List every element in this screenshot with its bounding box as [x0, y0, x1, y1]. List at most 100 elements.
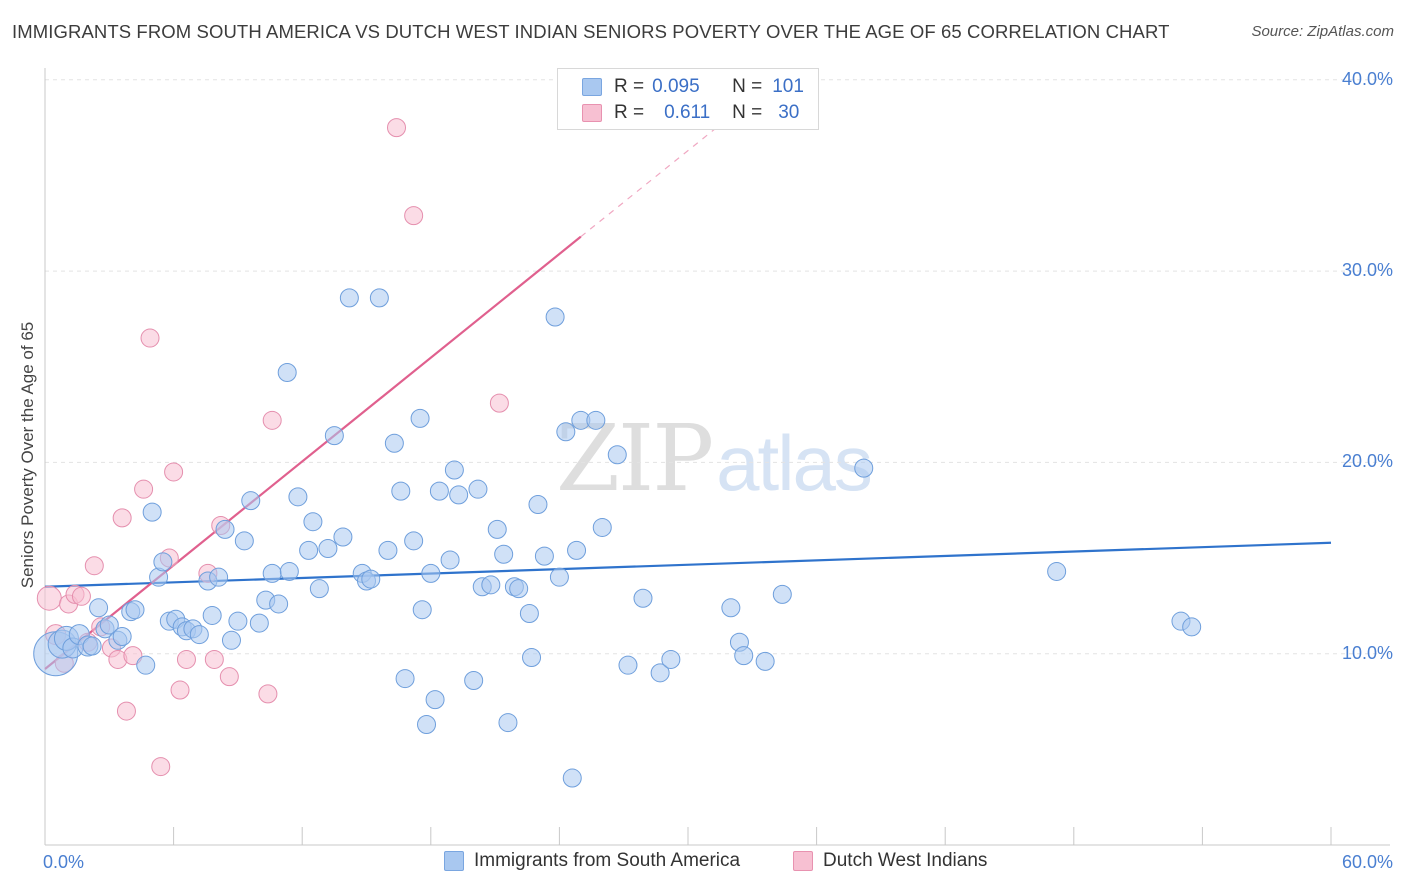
- trend-line-dutch-west-indian: [44, 235, 582, 670]
- stats-swatch-blue: [582, 78, 602, 96]
- stats-swatch-pink: [582, 104, 602, 122]
- data-point-south-america: [333, 527, 353, 547]
- data-point-south-america: [384, 433, 404, 453]
- data-point-south-america: [241, 491, 261, 511]
- data-point-south-america: [228, 611, 248, 631]
- data-point-south-america: [618, 655, 638, 675]
- data-point-south-america: [650, 663, 670, 683]
- data-point-dutch-west-indian: [170, 680, 190, 700]
- data-point-south-america: [234, 531, 254, 551]
- y-tick-label: 40.0%: [1341, 68, 1393, 89]
- data-point-south-america: [522, 648, 542, 668]
- data-point-south-america: [464, 670, 484, 690]
- data-point-dutch-west-indian: [123, 646, 143, 666]
- data-point-south-america: [112, 626, 132, 646]
- stats-n-value: 30: [778, 102, 800, 123]
- data-point-south-america: [202, 605, 222, 625]
- data-point-south-america: [395, 669, 415, 689]
- data-point-south-america: [534, 546, 554, 566]
- stats-n-value: 101: [772, 76, 804, 97]
- y-tick-label: 30.0%: [1341, 260, 1393, 281]
- data-point-south-america: [545, 307, 565, 327]
- x-tick-label: 60.0%: [1341, 852, 1393, 872]
- legend-label: Immigrants from South America: [474, 850, 741, 871]
- data-point-south-america: [487, 519, 507, 539]
- data-point-south-america: [586, 410, 606, 430]
- data-point-south-america: [661, 649, 681, 669]
- data-point-south-america: [440, 550, 460, 570]
- data-point-south-america: [279, 561, 299, 581]
- data-point-south-america: [303, 512, 323, 532]
- data-point-south-america: [567, 540, 587, 560]
- data-point-south-america: [772, 584, 792, 604]
- data-point-dutch-west-indian: [71, 586, 91, 606]
- legend-label: Dutch West Indians: [823, 850, 988, 871]
- data-point-south-america: [410, 408, 430, 428]
- data-point-south-america: [556, 422, 576, 442]
- data-point-dutch-west-indian: [151, 757, 171, 777]
- data-point-south-america: [755, 651, 775, 671]
- data-point-south-america: [721, 598, 741, 618]
- y-axis-title: Seniors Poverty Over the Age of 65: [18, 321, 37, 589]
- data-point-south-america: [444, 460, 464, 480]
- data-point-south-america: [324, 426, 344, 446]
- data-point-south-america: [339, 288, 359, 308]
- data-point-south-america: [378, 540, 398, 560]
- data-point-dutch-west-indian: [219, 667, 239, 687]
- data-point-dutch-west-indian: [140, 328, 160, 348]
- grid-layer: [45, 79, 1390, 655]
- data-point-south-america: [498, 713, 518, 733]
- y-tick-label: 10.0%: [1341, 642, 1393, 663]
- data-point-south-america: [153, 552, 173, 572]
- data-point-south-america: [562, 768, 582, 788]
- data-point-dutch-west-indian: [134, 479, 154, 499]
- data-point-south-america: [592, 517, 612, 537]
- data-point-south-america: [269, 594, 289, 614]
- data-point-south-america: [607, 445, 627, 465]
- data-point-dutch-west-indian: [116, 701, 136, 721]
- data-point-dutch-west-indian: [262, 410, 282, 430]
- trend-layer: [44, 115, 1332, 670]
- data-point-south-america: [262, 563, 282, 583]
- data-point-south-america: [288, 487, 308, 507]
- data-point-south-america: [125, 600, 145, 620]
- data-point-south-america: [421, 563, 441, 583]
- data-point-south-america: [468, 479, 488, 499]
- legend-item-south-america: Immigrants from South America: [444, 850, 740, 872]
- data-point-south-america: [404, 531, 424, 551]
- data-point-south-america: [189, 625, 209, 645]
- data-point-south-america: [429, 481, 449, 501]
- data-point-south-america: [215, 519, 235, 539]
- stats-row-south-america: R = 0.095 N = 101: [582, 75, 804, 99]
- trend-line-extension: [580, 115, 732, 238]
- data-point-south-america: [82, 636, 102, 656]
- data-point-south-america: [549, 567, 569, 587]
- data-point-dutch-west-indian: [36, 585, 62, 611]
- data-point-south-america: [89, 598, 109, 618]
- data-point-south-america: [417, 714, 437, 734]
- chart-title: IMMIGRANTS FROM SOUTH AMERICA VS DUTCH W…: [12, 21, 1170, 42]
- data-point-dutch-west-indian: [164, 462, 184, 482]
- data-point-south-america: [449, 485, 469, 505]
- data-point-south-america: [519, 604, 539, 624]
- x-tick-label: 0.0%: [43, 852, 85, 872]
- data-point-south-america: [494, 544, 514, 564]
- data-point-south-america: [425, 690, 445, 710]
- legend-swatch-blue: [444, 851, 464, 871]
- data-point-south-america: [412, 600, 432, 620]
- data-point-south-america: [528, 494, 548, 514]
- data-point-south-america: [361, 569, 381, 589]
- data-point-south-america: [277, 362, 297, 382]
- points-layer: [33, 118, 1202, 788]
- data-point-south-america: [221, 630, 241, 650]
- data-point-south-america: [481, 575, 501, 595]
- stats-r-label: R =: [614, 76, 645, 97]
- data-point-south-america: [299, 540, 319, 560]
- chart-legend: Immigrants from South America Dutch West…: [0, 850, 1406, 880]
- data-point-dutch-west-indian: [387, 118, 407, 138]
- data-point-dutch-west-indian: [489, 393, 509, 413]
- data-point-south-america: [633, 588, 653, 608]
- data-point-south-america: [309, 579, 329, 599]
- data-point-dutch-west-indian: [84, 556, 104, 576]
